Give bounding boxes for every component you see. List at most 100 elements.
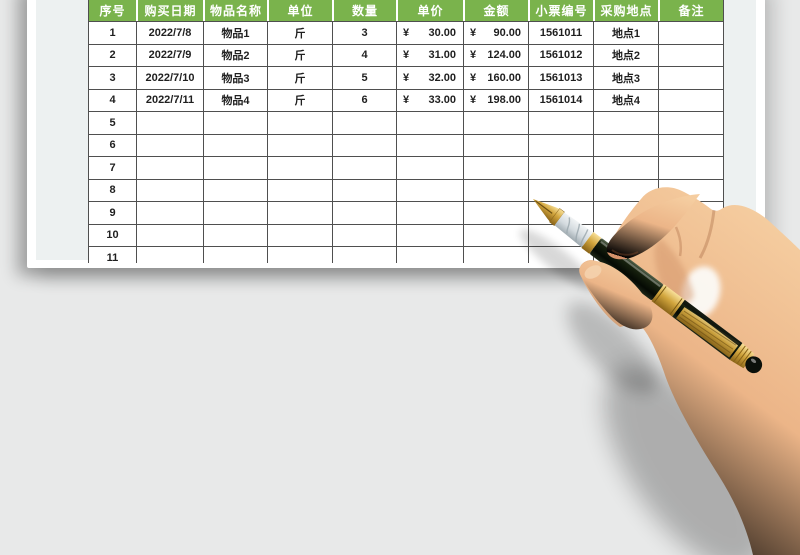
cell-note[interactable] bbox=[658, 67, 723, 89]
cell-note[interactable] bbox=[658, 22, 723, 44]
cell-item-name[interactable] bbox=[203, 112, 267, 134]
cell-note[interactable] bbox=[658, 247, 723, 263]
cell-date[interactable] bbox=[136, 179, 203, 201]
cell-qty[interactable] bbox=[332, 224, 396, 246]
cell-unit[interactable]: 斤 bbox=[267, 67, 332, 89]
cell-unit[interactable]: 斤 bbox=[267, 44, 332, 66]
cell-unit[interactable]: 斤 bbox=[267, 89, 332, 111]
cell-no[interactable]: 2 bbox=[109, 49, 116, 62]
cell-no[interactable]: 10 bbox=[106, 229, 119, 242]
cell-unit[interactable] bbox=[267, 112, 332, 134]
cell-note[interactable] bbox=[658, 179, 723, 201]
cell-receipt-no[interactable] bbox=[528, 202, 593, 224]
cell-unit[interactable] bbox=[267, 247, 332, 263]
cell-date[interactable]: 2022/7/11 bbox=[136, 89, 203, 111]
cell-qty[interactable] bbox=[332, 247, 396, 263]
cell-date[interactable]: 2022/7/9 bbox=[136, 44, 203, 66]
cell-receipt-no[interactable]: 1561013 bbox=[528, 67, 593, 89]
column-header-qty[interactable]: 数量 bbox=[332, 0, 396, 21]
cell-date[interactable]: 2022/7/10 bbox=[136, 67, 203, 89]
cell-no[interactable]: 5 bbox=[109, 116, 116, 129]
cell-qty[interactable] bbox=[332, 134, 396, 156]
cell-note[interactable] bbox=[658, 202, 723, 224]
cell-item-name[interactable] bbox=[203, 224, 267, 246]
cell-receipt-no[interactable] bbox=[528, 134, 593, 156]
cell-note[interactable] bbox=[658, 44, 723, 66]
cell-amount[interactable] bbox=[463, 247, 528, 263]
cell-qty[interactable]: 5 bbox=[332, 67, 396, 89]
cell-location[interactable] bbox=[593, 179, 658, 201]
cell-date[interactable] bbox=[136, 134, 203, 156]
cell-unit-price[interactable] bbox=[396, 157, 463, 179]
cell-item-name[interactable] bbox=[203, 202, 267, 224]
cell-item-name[interactable] bbox=[203, 134, 267, 156]
cell-qty[interactable] bbox=[332, 179, 396, 201]
cell-receipt-no[interactable]: 1561014 bbox=[528, 89, 593, 111]
cell-date[interactable]: 2022/7/8 bbox=[136, 22, 203, 44]
cell-unit[interactable] bbox=[267, 134, 332, 156]
cell-amount[interactable]: ¥ 198.00 bbox=[463, 89, 528, 111]
cell-date[interactable] bbox=[136, 247, 203, 263]
cell-item-name[interactable]: 物品2 bbox=[203, 44, 267, 66]
cell-location[interactable] bbox=[593, 112, 658, 134]
cell-qty[interactable]: 3 bbox=[332, 22, 396, 44]
cell-unit-price[interactable] bbox=[396, 247, 463, 263]
cell-amount[interactable] bbox=[463, 179, 528, 201]
cell-location[interactable]: 地点4 bbox=[593, 89, 658, 111]
cell-qty[interactable] bbox=[332, 112, 396, 134]
cell-unit-price[interactable] bbox=[396, 224, 463, 246]
cell-unit[interactable]: 斤 bbox=[267, 22, 332, 44]
cell-receipt-no[interactable] bbox=[528, 224, 593, 246]
cell-date[interactable] bbox=[136, 202, 203, 224]
cell-receipt-no[interactable] bbox=[528, 179, 593, 201]
cell-item-name[interactable]: 物品4 bbox=[203, 89, 267, 111]
column-header-unit[interactable]: 单位 bbox=[267, 0, 332, 21]
cell-no[interactable]: 9 bbox=[109, 206, 116, 219]
cell-qty[interactable]: 6 bbox=[332, 89, 396, 111]
cell-qty[interactable] bbox=[332, 202, 396, 224]
cell-no[interactable]: 1 bbox=[109, 26, 116, 39]
cell-item-name[interactable] bbox=[203, 179, 267, 201]
cell-unit-price[interactable]: ¥ 31.00 bbox=[396, 44, 463, 66]
cell-qty[interactable] bbox=[332, 157, 396, 179]
cell-note[interactable] bbox=[658, 157, 723, 179]
cell-unit-price[interactable] bbox=[396, 112, 463, 134]
cell-location[interactable] bbox=[593, 247, 658, 263]
cell-unit[interactable] bbox=[267, 202, 332, 224]
cell-amount[interactable]: ¥ 160.00 bbox=[463, 67, 528, 89]
cell-date[interactable] bbox=[136, 157, 203, 179]
cell-note[interactable] bbox=[658, 224, 723, 246]
cell-unit-price[interactable] bbox=[396, 179, 463, 201]
column-header-location[interactable]: 采购地点 bbox=[593, 0, 658, 21]
cell-item-name[interactable] bbox=[203, 157, 267, 179]
column-header-price[interactable]: 单价 bbox=[396, 0, 463, 21]
cell-location[interactable] bbox=[593, 202, 658, 224]
cell-amount[interactable] bbox=[463, 224, 528, 246]
cell-amount[interactable] bbox=[463, 202, 528, 224]
cell-unit-price[interactable]: ¥ 33.00 bbox=[396, 89, 463, 111]
cell-unit-price[interactable]: ¥ 30.00 bbox=[396, 22, 463, 44]
column-header-receipt[interactable]: 小票编号 bbox=[528, 0, 593, 21]
cell-note[interactable] bbox=[658, 112, 723, 134]
cell-no[interactable]: 11 bbox=[106, 251, 119, 263]
cell-receipt-no[interactable] bbox=[528, 247, 593, 263]
cell-location[interactable]: 地点1 bbox=[593, 22, 658, 44]
cell-unit-price[interactable] bbox=[396, 202, 463, 224]
cell-unit[interactable] bbox=[267, 179, 332, 201]
cell-note[interactable] bbox=[658, 89, 723, 111]
column-header-amount[interactable]: 金额 bbox=[463, 0, 528, 21]
cell-unit[interactable] bbox=[267, 224, 332, 246]
cell-receipt-no[interactable]: 1561012 bbox=[528, 44, 593, 66]
cell-qty[interactable]: 4 bbox=[332, 44, 396, 66]
cell-item-name[interactable]: 物品3 bbox=[203, 67, 267, 89]
cell-amount[interactable] bbox=[463, 134, 528, 156]
column-header-note[interactable]: 备注 bbox=[658, 0, 723, 21]
cell-amount[interactable]: ¥ 124.00 bbox=[463, 44, 528, 66]
cell-no[interactable]: 8 bbox=[109, 184, 116, 197]
cell-item-name[interactable]: 物品1 bbox=[203, 22, 267, 44]
cell-no[interactable]: 7 bbox=[109, 161, 116, 174]
cell-location[interactable] bbox=[593, 224, 658, 246]
cell-unit-price[interactable]: ¥ 32.00 bbox=[396, 67, 463, 89]
cell-date[interactable] bbox=[136, 224, 203, 246]
cell-location[interactable]: 地点2 bbox=[593, 44, 658, 66]
